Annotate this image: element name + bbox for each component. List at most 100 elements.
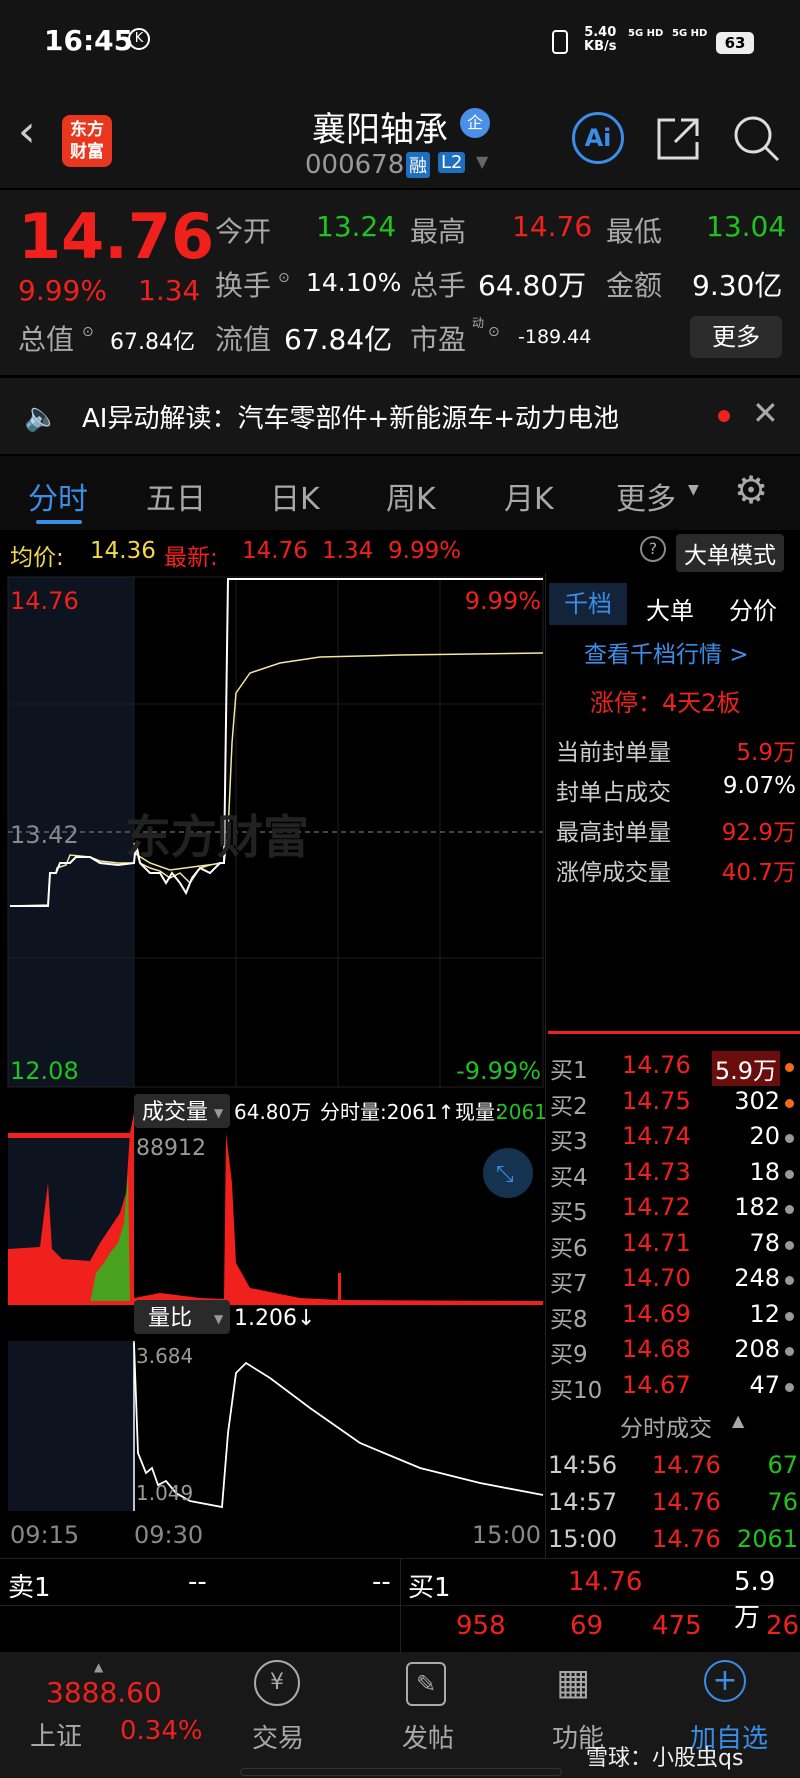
gear-icon[interactable]: ⚙ (734, 468, 769, 512)
watermark-text: 东方财富 (125, 810, 309, 864)
tab-weekly-k[interactable]: 周K (386, 482, 436, 517)
yen-exchange-icon[interactable]: ¥ (254, 1660, 300, 1706)
order-book-panel: 千档 大单 分价 查看千档行情 > 涨停：4天2板 当前封单量 5.9万 封单占成交… (545, 573, 800, 1558)
tab-intraday[interactable]: 分时 (28, 482, 88, 517)
divider (0, 1605, 800, 1606)
nav-post[interactable]: 发帖 (402, 1724, 455, 1754)
tab-monthly-k[interactable]: 月K (504, 482, 554, 517)
plus-icon[interactable]: + (704, 1660, 746, 1702)
collapse-icon[interactable]: ▲ (94, 1660, 104, 1674)
tab-five-day[interactable]: 五日 (146, 482, 206, 517)
unread-dot (718, 410, 730, 422)
dropdown-icon[interactable]: ▼ (476, 152, 489, 171)
trades-title[interactable]: 分时成交 (620, 1416, 712, 1442)
stock-name: 襄阳轴承 (312, 110, 448, 150)
stock-header: ‹ 东方 财富 襄阳轴承 企 000678 融 L2 ▼ Ai (0, 88, 800, 188)
dot-icon (785, 1240, 794, 1250)
bid-volume: 302 (734, 1086, 780, 1115)
watermark: 雪球：小股虫qs (586, 1746, 744, 1771)
quote-panel: 14.76 9.99% 1.34 今开 13.24 最高 14.76 最低 13… (0, 190, 800, 375)
bid-level: 买4 (550, 1164, 588, 1191)
low-value: 13.04 (706, 210, 787, 243)
low-label: 最低 (606, 215, 663, 248)
ask1-label: 卖1 (8, 1573, 51, 1603)
bid-level: 买3 (550, 1129, 588, 1155)
latest-change: 1.34 (322, 538, 374, 564)
signal-2: 5G HD (672, 28, 708, 39)
pct-low-label: -9.99% (456, 1057, 541, 1085)
sort-up-icon[interactable]: ▲ (732, 1411, 745, 1430)
active-tab-indicator (36, 520, 82, 524)
nav-add-watchlist[interactable]: 加自选 (690, 1724, 769, 1754)
trade-time: 14:56 (548, 1451, 618, 1479)
search-icon[interactable] (732, 114, 782, 164)
tab-depth[interactable]: 千档 (549, 583, 627, 625)
home-indicator[interactable] (240, 1768, 562, 1776)
latest-percent: 9.99% (388, 538, 462, 564)
edit-icon[interactable]: ✎ (406, 1662, 446, 1706)
info-icon[interactable]: ⊙ (82, 324, 94, 340)
dropdown-icon[interactable]: ▼ (214, 1106, 224, 1120)
share-icon[interactable] (655, 116, 701, 162)
index-value[interactable]: 3888.60 (46, 1676, 162, 1709)
close-icon[interactable]: ✕ (752, 394, 779, 432)
speed-value: 5.40 (584, 25, 617, 40)
time-label: 15:00 (472, 1521, 541, 1549)
latest-value: 14.76 (242, 538, 308, 564)
info-icon[interactable]: ⊙ (488, 324, 500, 340)
trade-time: 14:57 (548, 1488, 618, 1516)
back-icon[interactable]: ‹ (18, 106, 36, 157)
pe-value: -189.44 (518, 326, 592, 348)
nav-functions[interactable]: 功能 (552, 1724, 605, 1754)
volume-now-label: 现量: (455, 1100, 502, 1124)
volume-selector[interactable] (134, 1094, 230, 1128)
time-label: 09:30 (134, 1521, 203, 1549)
time-label: 09:15 (10, 1521, 79, 1549)
nav-trade[interactable]: 交易 (252, 1724, 305, 1754)
bid-level: 买5 (550, 1200, 588, 1226)
tab-price-dist[interactable]: 分价 (729, 597, 777, 625)
ratio-auction-zone (8, 1341, 134, 1511)
status-bar: 16:45 K 5.40 KB/s 5G HD 5G HD 63 (0, 0, 800, 88)
more-button[interactable]: 更多 (690, 316, 782, 358)
grid-icon[interactable]: ▦ (556, 1662, 591, 1703)
view-depth-link[interactable]: 查看千档行情 > (584, 642, 749, 668)
volume-selector-label[interactable]: 成交量 (142, 1100, 208, 1125)
ai-alert-text[interactable]: AI异动解读：汽车零部件+新能源车+动力电池 (82, 404, 620, 434)
fullscreen-button[interactable] (483, 1148, 533, 1198)
tab-daily-k[interactable]: 日K (270, 482, 320, 517)
pe-superscript: 动 (472, 316, 485, 330)
ratio-value: 1.206↓ (234, 1306, 315, 1331)
ratio-selector-label[interactable]: 量比 (148, 1306, 192, 1331)
tab-more[interactable]: 更多 (616, 482, 676, 517)
intraday-chart[interactable]: 东方财富 14.76 13.42 12.08 9.99% -9.99% 成交量 … (0, 573, 545, 1558)
index-name[interactable]: 上证 (30, 1722, 83, 1752)
dot-icon (785, 1205, 794, 1214)
ratio-selector[interactable] (134, 1300, 230, 1334)
index-percent[interactable]: 0.34% (120, 1716, 203, 1746)
turnover-value: 14.10% (306, 268, 402, 297)
bid-volume: 47 (749, 1370, 780, 1399)
app-logo: 东方 财富 (62, 115, 112, 167)
info-icon[interactable]: ⊙ (278, 270, 290, 286)
last-price: 14.76 (18, 200, 215, 273)
bid-volume: 182 (734, 1193, 780, 1221)
level2-tag[interactable]: L2 (438, 152, 466, 173)
dropdown-icon[interactable]: ▼ (214, 1312, 224, 1326)
logo-text: 财富 (70, 142, 104, 162)
stock-code: 000678 (305, 150, 405, 180)
dropdown-icon[interactable]: ▼ (688, 482, 699, 498)
big-order-mode-button[interactable]: 大单模式 (676, 534, 784, 572)
help-icon[interactable]: ? (640, 536, 666, 562)
tab-big-orders[interactable]: 大单 (646, 597, 694, 625)
ai-button[interactable]: Ai (572, 112, 624, 164)
stat-value: 5.9万 (736, 740, 796, 766)
bottom-order-book: 卖1 -- -- 买1 14.76 5.9万 958 69 475 26 (0, 1558, 800, 1653)
ai-alert-bar[interactable]: 🔈 AI异动解读：汽车零部件+新能源车+动力电池 ✕ (0, 378, 800, 454)
avg-label: 均价: (10, 545, 64, 571)
queue-order: 475 (652, 1611, 702, 1641)
expand-icon[interactable]: ⤡ (496, 1162, 514, 1187)
volume-minute: 分时量:2061↑ (320, 1100, 454, 1124)
trade-volume: 67 (767, 1451, 798, 1479)
divider (400, 1559, 401, 1653)
